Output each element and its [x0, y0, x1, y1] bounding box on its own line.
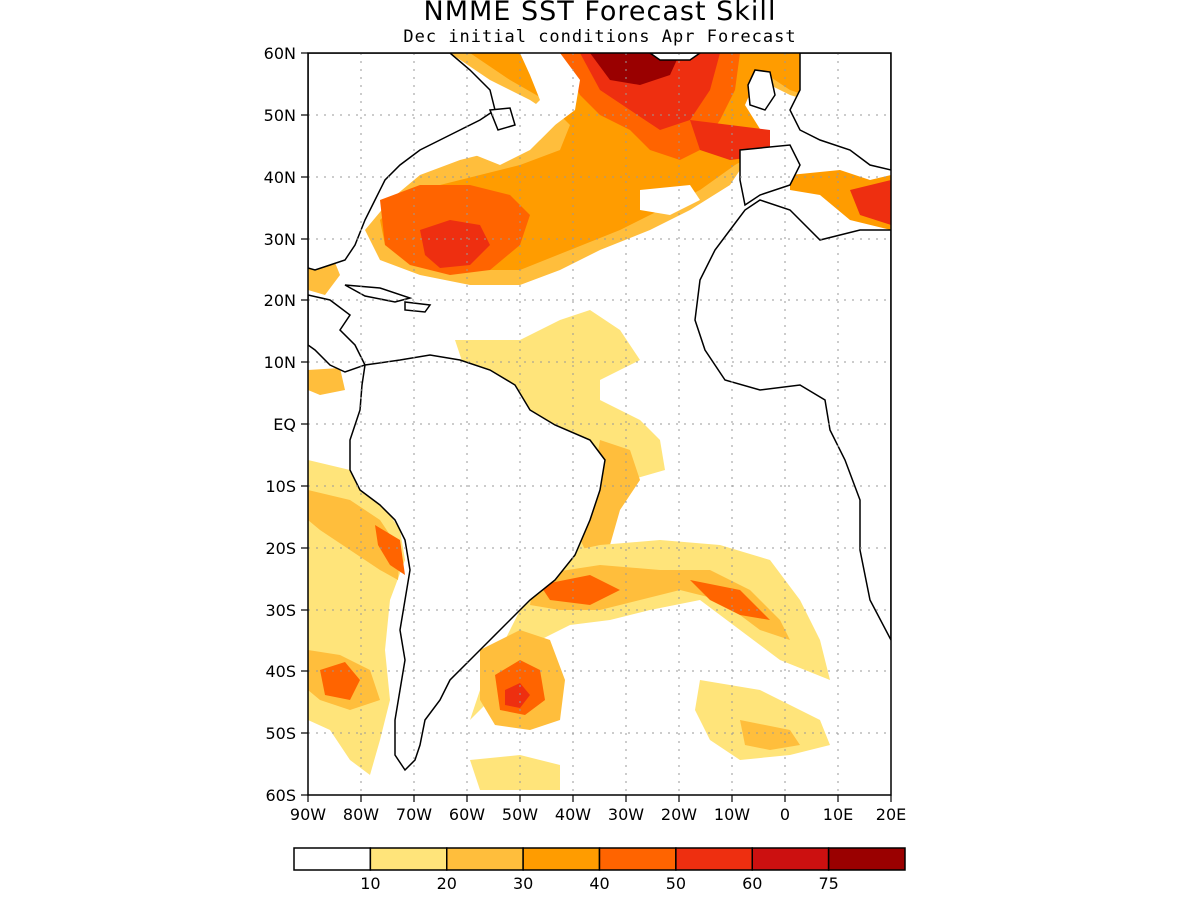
- map-subtitle: Dec initial conditions Apr Forecast: [403, 27, 797, 47]
- land-hispaniola: [404, 301, 432, 313]
- skill-region-pacific-peru-core: [320, 525, 405, 700]
- land-iceland: [648, 53, 702, 61]
- lon-labels: 90W 80W 70W 60W 50W 40W 30W 20W 10W 0 10…: [290, 805, 906, 824]
- land-britain: [747, 69, 776, 111]
- land-africa: [694, 199, 891, 641]
- axis-ticks: [301, 52, 892, 802]
- lon-label: 0: [780, 805, 790, 824]
- colorbar-label: 50: [666, 874, 686, 893]
- skill-region-pacific-peru-mid: [308, 490, 400, 710]
- lat-label: 20N: [264, 291, 296, 310]
- colorbar-swatch: [675, 847, 753, 871]
- lat-label: 30S: [265, 601, 296, 620]
- lon-label: 10E: [823, 805, 853, 824]
- colorbar-swatch: [827, 847, 906, 871]
- skill-region-south-atlantic-core: [540, 575, 770, 620]
- lat-labels: 60N 50N 40N 30N 20N 10N EQ 10S 20S 30S 4…: [264, 44, 296, 805]
- lon-label: 60W: [449, 805, 485, 824]
- skill-region-pacific-panama: [308, 368, 345, 395]
- skill-region-gulfstream-core: [420, 220, 490, 268]
- lon-label: 20E: [876, 805, 906, 824]
- land-central-america: [308, 294, 367, 373]
- lon-label: 10W: [714, 805, 750, 824]
- lat-label: 40S: [265, 662, 296, 681]
- skill-hole-labrador: [475, 53, 580, 165]
- colorbar-label: 40: [589, 874, 609, 893]
- land-europe: [789, 53, 891, 171]
- lon-label: 80W: [343, 805, 379, 824]
- land-cuba: [344, 284, 413, 303]
- lon-label: 90W: [290, 805, 326, 824]
- colorbar-swatch: [751, 847, 830, 871]
- lat-label: 50S: [265, 724, 296, 743]
- land-south-america: [349, 354, 606, 772]
- colorbar-swatch: [369, 847, 448, 871]
- lat-label: 60S: [265, 786, 296, 805]
- lat-label: EQ: [273, 415, 296, 434]
- skill-region-south-far: [470, 755, 560, 790]
- colorbar-swatch: [598, 847, 677, 871]
- skill-region-subpolar-peak: [590, 53, 680, 85]
- colorbar-label: 60: [742, 874, 762, 893]
- graticule: [308, 53, 891, 795]
- skill-region-brazil-current: [578, 440, 640, 560]
- lat-label: 40N: [264, 168, 296, 187]
- lon-label: 20W: [661, 805, 697, 824]
- lon-label: 30W: [608, 805, 644, 824]
- skill-region-argentine-peak: [505, 683, 530, 708]
- colorbar-label: 30: [513, 874, 533, 893]
- land-iberia: [739, 144, 801, 207]
- map-title: NMME SST Forecast Skill: [423, 0, 777, 27]
- colorbar-label: 10: [360, 874, 380, 893]
- lon-label: 50W: [502, 805, 538, 824]
- colorbar-label: 75: [818, 874, 838, 893]
- lon-label: 40W: [555, 805, 591, 824]
- lat-label: 20S: [265, 539, 296, 558]
- colorbar-swatch: [446, 847, 524, 871]
- skill-region-mediterranean-east: [850, 180, 891, 225]
- colorbar-swatch: [522, 847, 601, 871]
- colorbar-swatch: [293, 847, 372, 871]
- colorbar: 10 20 30 40 50 60 75: [293, 847, 906, 893]
- lat-label: 10S: [265, 477, 296, 496]
- skill-hole-azores: [640, 185, 700, 215]
- land-newfoundland: [488, 107, 516, 131]
- lat-label: 10N: [264, 353, 296, 372]
- colorbar-label: 20: [437, 874, 457, 893]
- coastlines: [308, 53, 891, 772]
- lat-label: 30N: [264, 230, 296, 249]
- skill-field: [308, 53, 891, 790]
- lon-label: 70W: [396, 805, 432, 824]
- lat-label: 50N: [264, 106, 296, 125]
- lat-label: 60N: [264, 44, 296, 63]
- land-north-america: [308, 53, 496, 271]
